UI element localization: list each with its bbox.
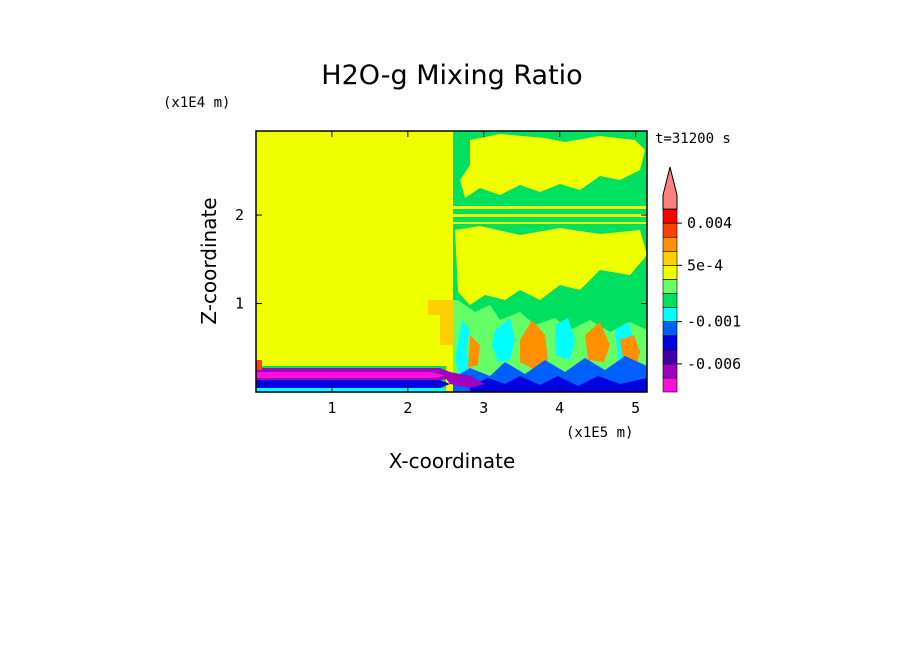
colorbar-swatch xyxy=(662,222,678,238)
y-unit-label: (x1E4 m) xyxy=(163,95,230,111)
colorbar-label: -0.006 xyxy=(687,355,741,373)
colorbar-swatch xyxy=(662,307,678,322)
dry-domain xyxy=(256,131,453,392)
x-axis: 1 2 3 4 5 xyxy=(327,131,640,417)
colorbar-swatch xyxy=(662,208,678,224)
x-tick-label: 2 xyxy=(403,399,412,417)
colorbar-swatch xyxy=(662,250,678,266)
x-unit-label: (x1E5 m) xyxy=(566,425,633,441)
x-tick-label: 4 xyxy=(555,399,564,417)
x-tick-label: 1 xyxy=(327,399,336,417)
time-label: t=31200 s xyxy=(655,131,731,147)
boundary-spot xyxy=(428,300,453,315)
y-tick-label: 2 xyxy=(235,206,244,224)
boundary-spot-lower xyxy=(440,315,453,345)
mixed-domain-texture xyxy=(453,134,647,392)
surface-anomaly-layer xyxy=(256,360,485,392)
colorbar-label: 5e-4 xyxy=(687,256,723,274)
x-tick-label: 5 xyxy=(631,399,640,417)
y-axis-title: Z-coordinate xyxy=(197,197,221,324)
chart-title: H2O-g Mixing Ratio xyxy=(321,60,582,91)
field-plot xyxy=(256,131,647,392)
y-tick-label: 1 xyxy=(235,295,244,313)
colorbar-swatch xyxy=(662,265,678,280)
colorbar-swatch xyxy=(662,349,678,365)
colorbar-label: -0.001 xyxy=(687,313,741,331)
colorbar-swatch xyxy=(662,293,678,308)
colorbar-swatch xyxy=(662,321,678,337)
x-tick-label: 3 xyxy=(479,399,488,417)
x-axis-title: X-coordinate xyxy=(389,449,516,473)
colorbar-swatch xyxy=(662,279,678,294)
colorbar-arrow xyxy=(662,166,678,210)
colorbar-swatch xyxy=(662,377,678,393)
colorbar: -0.006 -0.001 5e-4 0.004 xyxy=(662,166,741,393)
plot-frame xyxy=(255,130,648,393)
colorbar-label: 0.004 xyxy=(687,214,732,232)
colorbar-swatch xyxy=(662,363,678,379)
colorbar-swatch xyxy=(662,335,678,351)
colorbar-swatch xyxy=(662,236,678,252)
y-axis: 12 xyxy=(235,206,647,313)
